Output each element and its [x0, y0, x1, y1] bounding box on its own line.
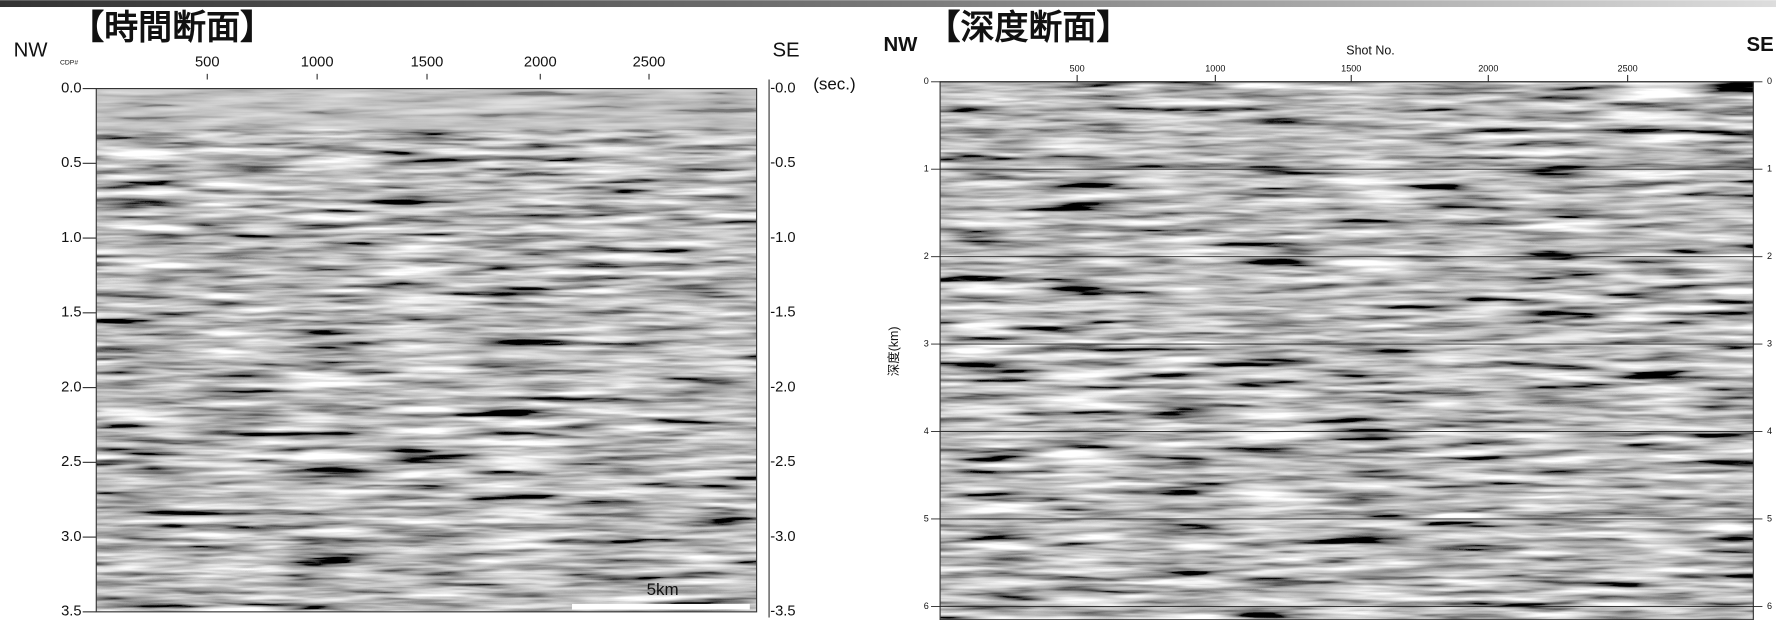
x-tick-label: 2500	[1618, 64, 1638, 74]
panel-title: 【時間断面】	[70, 8, 274, 48]
direction-label: NW	[883, 34, 918, 56]
y2-tick-label: -2.5	[770, 454, 795, 470]
x-tick-label: 2500	[633, 54, 666, 70]
y-tick-label: 0.0	[61, 80, 81, 96]
y-tick-label: 1	[924, 164, 929, 174]
axis-label: Shot No.	[1346, 43, 1394, 57]
y2-tick-label: 0	[1767, 76, 1772, 86]
y2-tick-label: 1	[1767, 164, 1772, 174]
y-tick-label: 3.5	[61, 604, 81, 620]
y-tick-label: 3.0	[61, 529, 81, 545]
y-tick-label: 6	[924, 601, 929, 611]
y2-tick-label: -0.5	[770, 155, 795, 171]
y2-tick-label: -1.0	[770, 230, 795, 246]
y-tick-label: 0	[924, 76, 929, 86]
y-tick-label: 3	[924, 338, 929, 348]
y2-tick-label: 6	[1767, 601, 1772, 611]
y-tick-label: 4	[924, 426, 929, 436]
y-tick-label: 2.0	[61, 379, 81, 395]
y-tick-label: 1.0	[61, 230, 81, 246]
time-section-image	[96, 88, 757, 612]
y-tick-label: 2	[924, 251, 929, 261]
x-tick-label: 500	[195, 54, 220, 70]
axis-label: 深度(km)	[886, 326, 901, 376]
y2-tick-label: -1.5	[770, 305, 795, 321]
x-tick-label: 1000	[301, 54, 334, 70]
y-tick-label: 0.5	[61, 155, 81, 171]
water-layer	[96, 88, 757, 130]
y-tick-label: 5	[924, 513, 929, 523]
y2-tick-label: -2.0	[770, 379, 795, 395]
y2-tick-label: -3.0	[770, 529, 795, 545]
panel-title: 【深度断面】	[927, 8, 1131, 48]
x-tick-label: 2000	[1478, 64, 1498, 74]
axis-label: CDP#	[60, 59, 78, 66]
plot-frame	[95, 88, 758, 613]
x-tick-label: 1000	[1205, 64, 1225, 74]
y-tick-label: 2.5	[61, 454, 81, 470]
y2-tick-label: 3	[1767, 338, 1772, 348]
x-tick-label: 2000	[524, 54, 557, 70]
x-tick-label: 1500	[1341, 64, 1361, 74]
y2-tick-label: 4	[1767, 426, 1772, 436]
unit-label: (sec.)	[813, 75, 855, 94]
x-tick-label: 1500	[411, 54, 444, 70]
y2-tick-label: 2	[1767, 251, 1772, 261]
top-bar	[0, 0, 1776, 8]
y-tick-label: 1.5	[61, 305, 81, 321]
direction-label: NW	[14, 40, 49, 62]
depth-section-image	[940, 81, 1754, 620]
scale-label: 5km	[647, 580, 679, 599]
y2-tick-label: -3.5	[770, 604, 795, 620]
right-axes: 500 1000 1500 2000 2500 0 1 2 3 4 5 6 0 1 2 3 4 5 6	[924, 64, 1772, 611]
left-axes: 500 1000 1500 2000 2500 0.0 0.5 1.0 1.5 2.0 2.5 3.0…	[61, 54, 795, 619]
y2-tick-label: 5	[1767, 513, 1772, 523]
direction-label: SE	[772, 40, 799, 62]
y2-tick-label: -0.0	[770, 80, 795, 96]
x-tick-label: 500	[1070, 64, 1085, 74]
direction-label: SE	[1747, 34, 1774, 56]
scale-bar	[571, 603, 750, 610]
